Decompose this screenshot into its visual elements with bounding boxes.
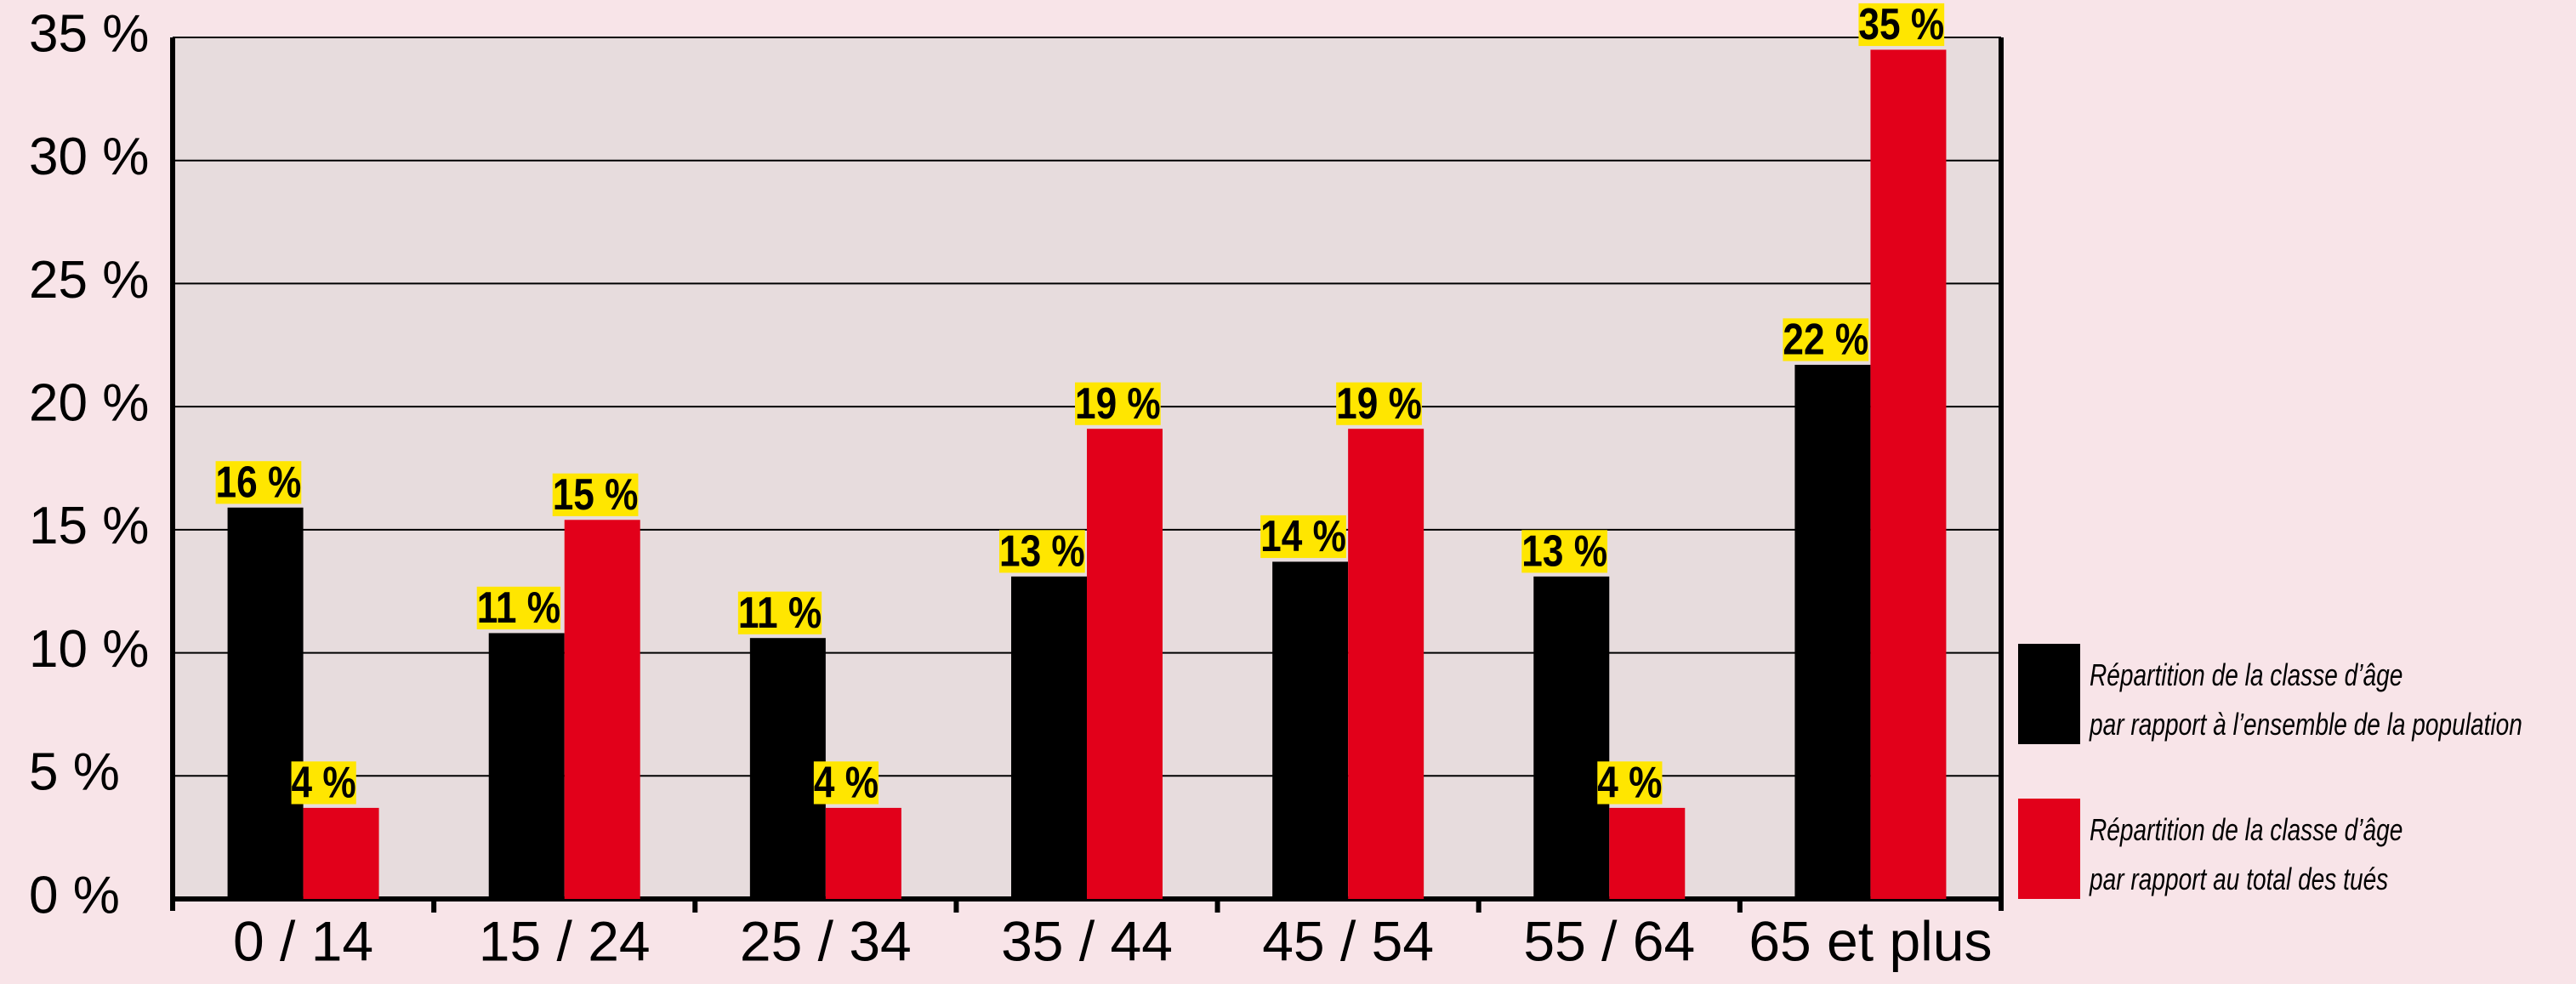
value-label: 11 % [477, 583, 560, 633]
x-tick-label: 65 et plus [1749, 909, 1992, 972]
bar [488, 633, 565, 899]
bar [1609, 807, 1686, 899]
bar [1348, 429, 1424, 900]
value-label-group: 13 % [1521, 526, 1608, 576]
y-tick-label: 15 % [29, 497, 149, 555]
value-label: 13 % [1521, 526, 1607, 576]
value-label: 35 % [1858, 0, 1944, 49]
value-label-bg [552, 473, 639, 516]
value-label-group: 35 % [1858, 0, 1945, 49]
x-tick-label: 25 / 34 [740, 909, 912, 972]
legend-swatch [2018, 799, 2080, 899]
bar [1870, 49, 1947, 899]
value-label-bg [1597, 761, 1663, 805]
bar [227, 507, 304, 899]
bar [564, 520, 640, 899]
bar [825, 807, 901, 899]
value-label-bg [1336, 382, 1422, 425]
value-label: 19 % [1075, 379, 1161, 429]
value-label-group: 15 % [552, 470, 639, 520]
y-tick-label: 5 % [29, 743, 120, 802]
value-label-bg [737, 591, 822, 634]
value-label-group: 16 % [215, 458, 302, 507]
bar [303, 807, 379, 899]
value-label: 4 % [292, 758, 356, 807]
value-label-group: 14 % [1260, 512, 1346, 561]
value-label-bg [1783, 318, 1869, 361]
value-label-group: 19 % [1075, 379, 1161, 429]
bar [1272, 561, 1349, 899]
value-label-group: 4 % [813, 758, 879, 808]
bar [1533, 576, 1610, 899]
y-tick-label: 0 % [29, 866, 120, 924]
legend-swatch [2018, 644, 2080, 744]
y-tick-label: 25 % [29, 251, 149, 310]
x-tick-label: 35 / 44 [1001, 909, 1173, 972]
value-label-group: 22 % [1783, 315, 1869, 365]
value-label-bg [999, 530, 1085, 573]
value-label-group: 4 % [1597, 758, 1663, 808]
bar [749, 638, 826, 899]
bar [1087, 429, 1163, 900]
legend-label: Répartition de la classe d’âge par rappo… [2090, 657, 2522, 742]
value-label-bg [1260, 515, 1346, 559]
value-label: 19 % [1336, 379, 1422, 429]
value-label-bg [1858, 3, 1945, 47]
y-tick-label: 10 % [29, 620, 149, 679]
value-label: 15 % [553, 470, 639, 520]
x-tick-label: 0 / 14 [233, 909, 373, 972]
value-label-bg [813, 761, 879, 805]
value-label-bg [1521, 530, 1608, 573]
value-label-group: 13 % [999, 526, 1085, 576]
value-label-bg [291, 761, 356, 805]
y-tick-label: 20 % [29, 374, 149, 433]
value-label: 14 % [1260, 512, 1346, 561]
x-tick-label: 55 / 64 [1523, 909, 1695, 972]
value-label: 4 % [814, 758, 879, 807]
value-label: 16 % [216, 458, 302, 507]
value-label-group: 11 % [476, 583, 561, 633]
x-tick-label: 45 / 54 [1262, 909, 1434, 972]
value-label: 11 % [738, 589, 822, 638]
value-label-group: 11 % [737, 589, 822, 638]
y-tick-label: 30 % [29, 128, 149, 186]
value-label-bg [1075, 382, 1161, 425]
value-label-bg [215, 461, 302, 504]
value-label: 22 % [1783, 315, 1868, 364]
bar [1011, 576, 1087, 899]
bar [1794, 364, 1871, 899]
value-label: 4 % [1597, 758, 1662, 807]
value-label-group: 4 % [291, 758, 356, 808]
legend-label: Répartition de la classe d’âge par rappo… [2090, 812, 2403, 896]
value-label-group: 19 % [1336, 379, 1422, 429]
y-tick-label: 35 % [29, 4, 149, 63]
value-label: 13 % [999, 526, 1085, 576]
x-tick-label: 15 / 24 [479, 909, 651, 972]
value-label-bg [476, 586, 561, 630]
